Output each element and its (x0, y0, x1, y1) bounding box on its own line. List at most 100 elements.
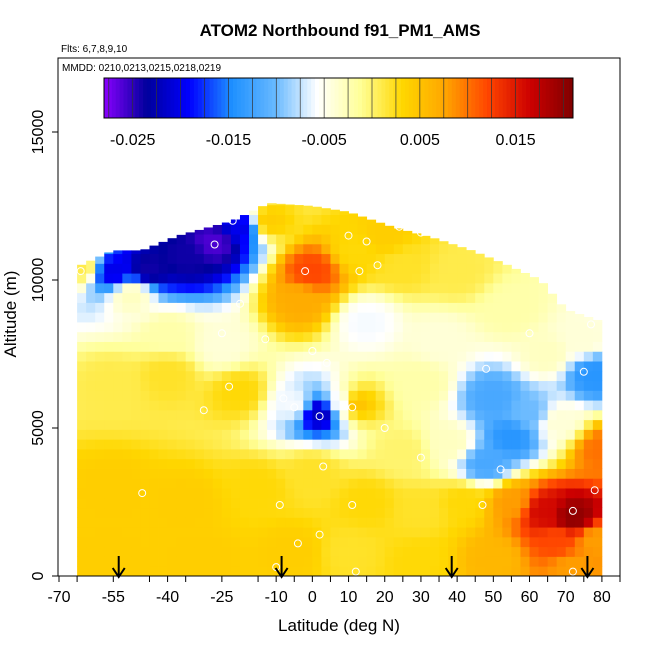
heatmap-cell (321, 419, 331, 430)
heatmap-cell (420, 488, 431, 499)
heatmap-cell (457, 409, 467, 421)
heatmap-cell (158, 400, 168, 411)
heatmap-cell (158, 292, 168, 303)
heatmap-cell (574, 351, 585, 362)
heatmap-cell (212, 556, 223, 567)
heatmap-cell (230, 263, 241, 274)
heatmap-cell (448, 546, 458, 557)
heatmap-cell (475, 507, 485, 518)
heatmap-cell (312, 206, 322, 215)
heatmap-cell (484, 478, 494, 489)
heatmap-cell (212, 400, 223, 411)
heatmap-cell (122, 409, 132, 421)
heatmap-cell (393, 341, 404, 352)
heatmap-cell (366, 429, 377, 440)
heatmap-cell (574, 458, 585, 469)
heatmap-cell (511, 488, 521, 499)
heatmap-cell (276, 546, 286, 557)
heatmap-cell (185, 282, 196, 294)
heatmap-cell (511, 390, 521, 401)
heatmap-cell (303, 556, 313, 567)
heatmap-cell (194, 341, 205, 352)
heatmap-cell (529, 546, 539, 557)
heatmap-cell (592, 319, 603, 323)
heatmap-cell (312, 263, 322, 274)
heatmap-cell (258, 458, 268, 469)
heatmap-cell (95, 400, 105, 411)
sample-point (217, 329, 226, 338)
colorbar-swatch (272, 78, 277, 118)
heatmap-cell (330, 370, 340, 382)
heatmap-cell (303, 419, 313, 430)
heatmap-cell (574, 507, 585, 518)
heatmap-cell (185, 507, 196, 518)
heatmap-cell (366, 400, 377, 411)
heatmap-cell (411, 468, 422, 479)
heatmap-cell (77, 566, 87, 577)
heatmap-cell (258, 546, 268, 557)
heatmap-cell (420, 546, 431, 557)
colorbar-swatch (326, 78, 332, 118)
heatmap-cell (104, 302, 114, 313)
heatmap-cell (439, 263, 449, 274)
heatmap-cell (466, 312, 476, 323)
heatmap-cell (158, 380, 168, 391)
x-tick-label: -55 (102, 589, 125, 606)
heatmap-cell (321, 488, 331, 499)
heatmap-cell (393, 468, 404, 479)
heatmap-cell (77, 331, 87, 342)
heatmap-cell (484, 302, 494, 313)
heatmap-cell (448, 341, 458, 352)
heatmap-cell (185, 409, 196, 421)
heatmap-cell (402, 478, 413, 489)
heatmap-cell (384, 282, 395, 294)
heatmap-cell (176, 507, 187, 518)
x-axis: -70 -55 -40 -25 -10 0 10 20 30 40 50 60 70 80 (47, 576, 621, 606)
heatmap-cell (131, 458, 141, 469)
heatmap-cell (294, 263, 304, 274)
heatmap-cell (574, 556, 585, 567)
heatmap-cell (239, 351, 250, 362)
heatmap-cell (267, 292, 277, 303)
heatmap-cell (429, 409, 440, 421)
heatmap-cell (140, 361, 150, 372)
heatmap-cell (113, 312, 123, 323)
heatmap-cell (140, 380, 150, 391)
heatmap-cell (230, 243, 241, 255)
heatmap-cell (429, 273, 440, 284)
heatmap-cell (348, 566, 358, 577)
heatmap-cell (285, 488, 295, 499)
heatmap-cell (348, 322, 358, 333)
heatmap-cell (249, 409, 259, 421)
heatmap-cell (502, 273, 512, 284)
heatmap-cell (158, 282, 168, 294)
heatmap-cell (185, 263, 196, 274)
heatmap-cell (321, 517, 331, 528)
heatmap-cell (493, 409, 503, 421)
heatmap-cell (176, 478, 187, 489)
heatmap-cell (439, 390, 449, 401)
heatmap-cell (439, 400, 449, 411)
heatmap-cell (321, 546, 331, 557)
heatmap-cell (77, 527, 87, 538)
sample-point (373, 261, 382, 270)
heatmap-cell (529, 370, 539, 382)
heatmap-cell (529, 566, 539, 577)
heatmap-cell (429, 238, 440, 245)
heatmap-cell (194, 302, 205, 313)
heatmap-cell (104, 497, 114, 509)
heatmap-cell (258, 468, 268, 479)
heatmap-cell (393, 234, 404, 245)
heatmap-cell (276, 400, 286, 411)
heatmap-cell (221, 400, 232, 411)
heatmap-cell (239, 439, 250, 450)
heatmap-cell (475, 517, 485, 528)
heatmap-cell (393, 322, 404, 333)
heatmap-cell (484, 488, 494, 499)
heatmap-cell (574, 390, 585, 401)
colorbar-swatch (479, 78, 484, 118)
heatmap-cell (212, 566, 223, 577)
heatmap-cell (366, 497, 377, 509)
heatmap-cell (194, 400, 205, 411)
